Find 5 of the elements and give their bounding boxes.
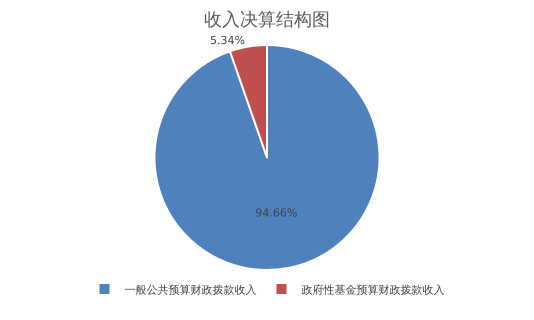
chart-title: 收入决算结构图 bbox=[204, 9, 330, 30]
legend-label: 政府性基金预算财政拨款收入 bbox=[302, 283, 444, 296]
data-label: 5.34% bbox=[210, 34, 245, 47]
legend-label: 一般公共预算财政拨款收入 bbox=[124, 283, 256, 296]
data-label: 94.66% bbox=[255, 206, 298, 220]
